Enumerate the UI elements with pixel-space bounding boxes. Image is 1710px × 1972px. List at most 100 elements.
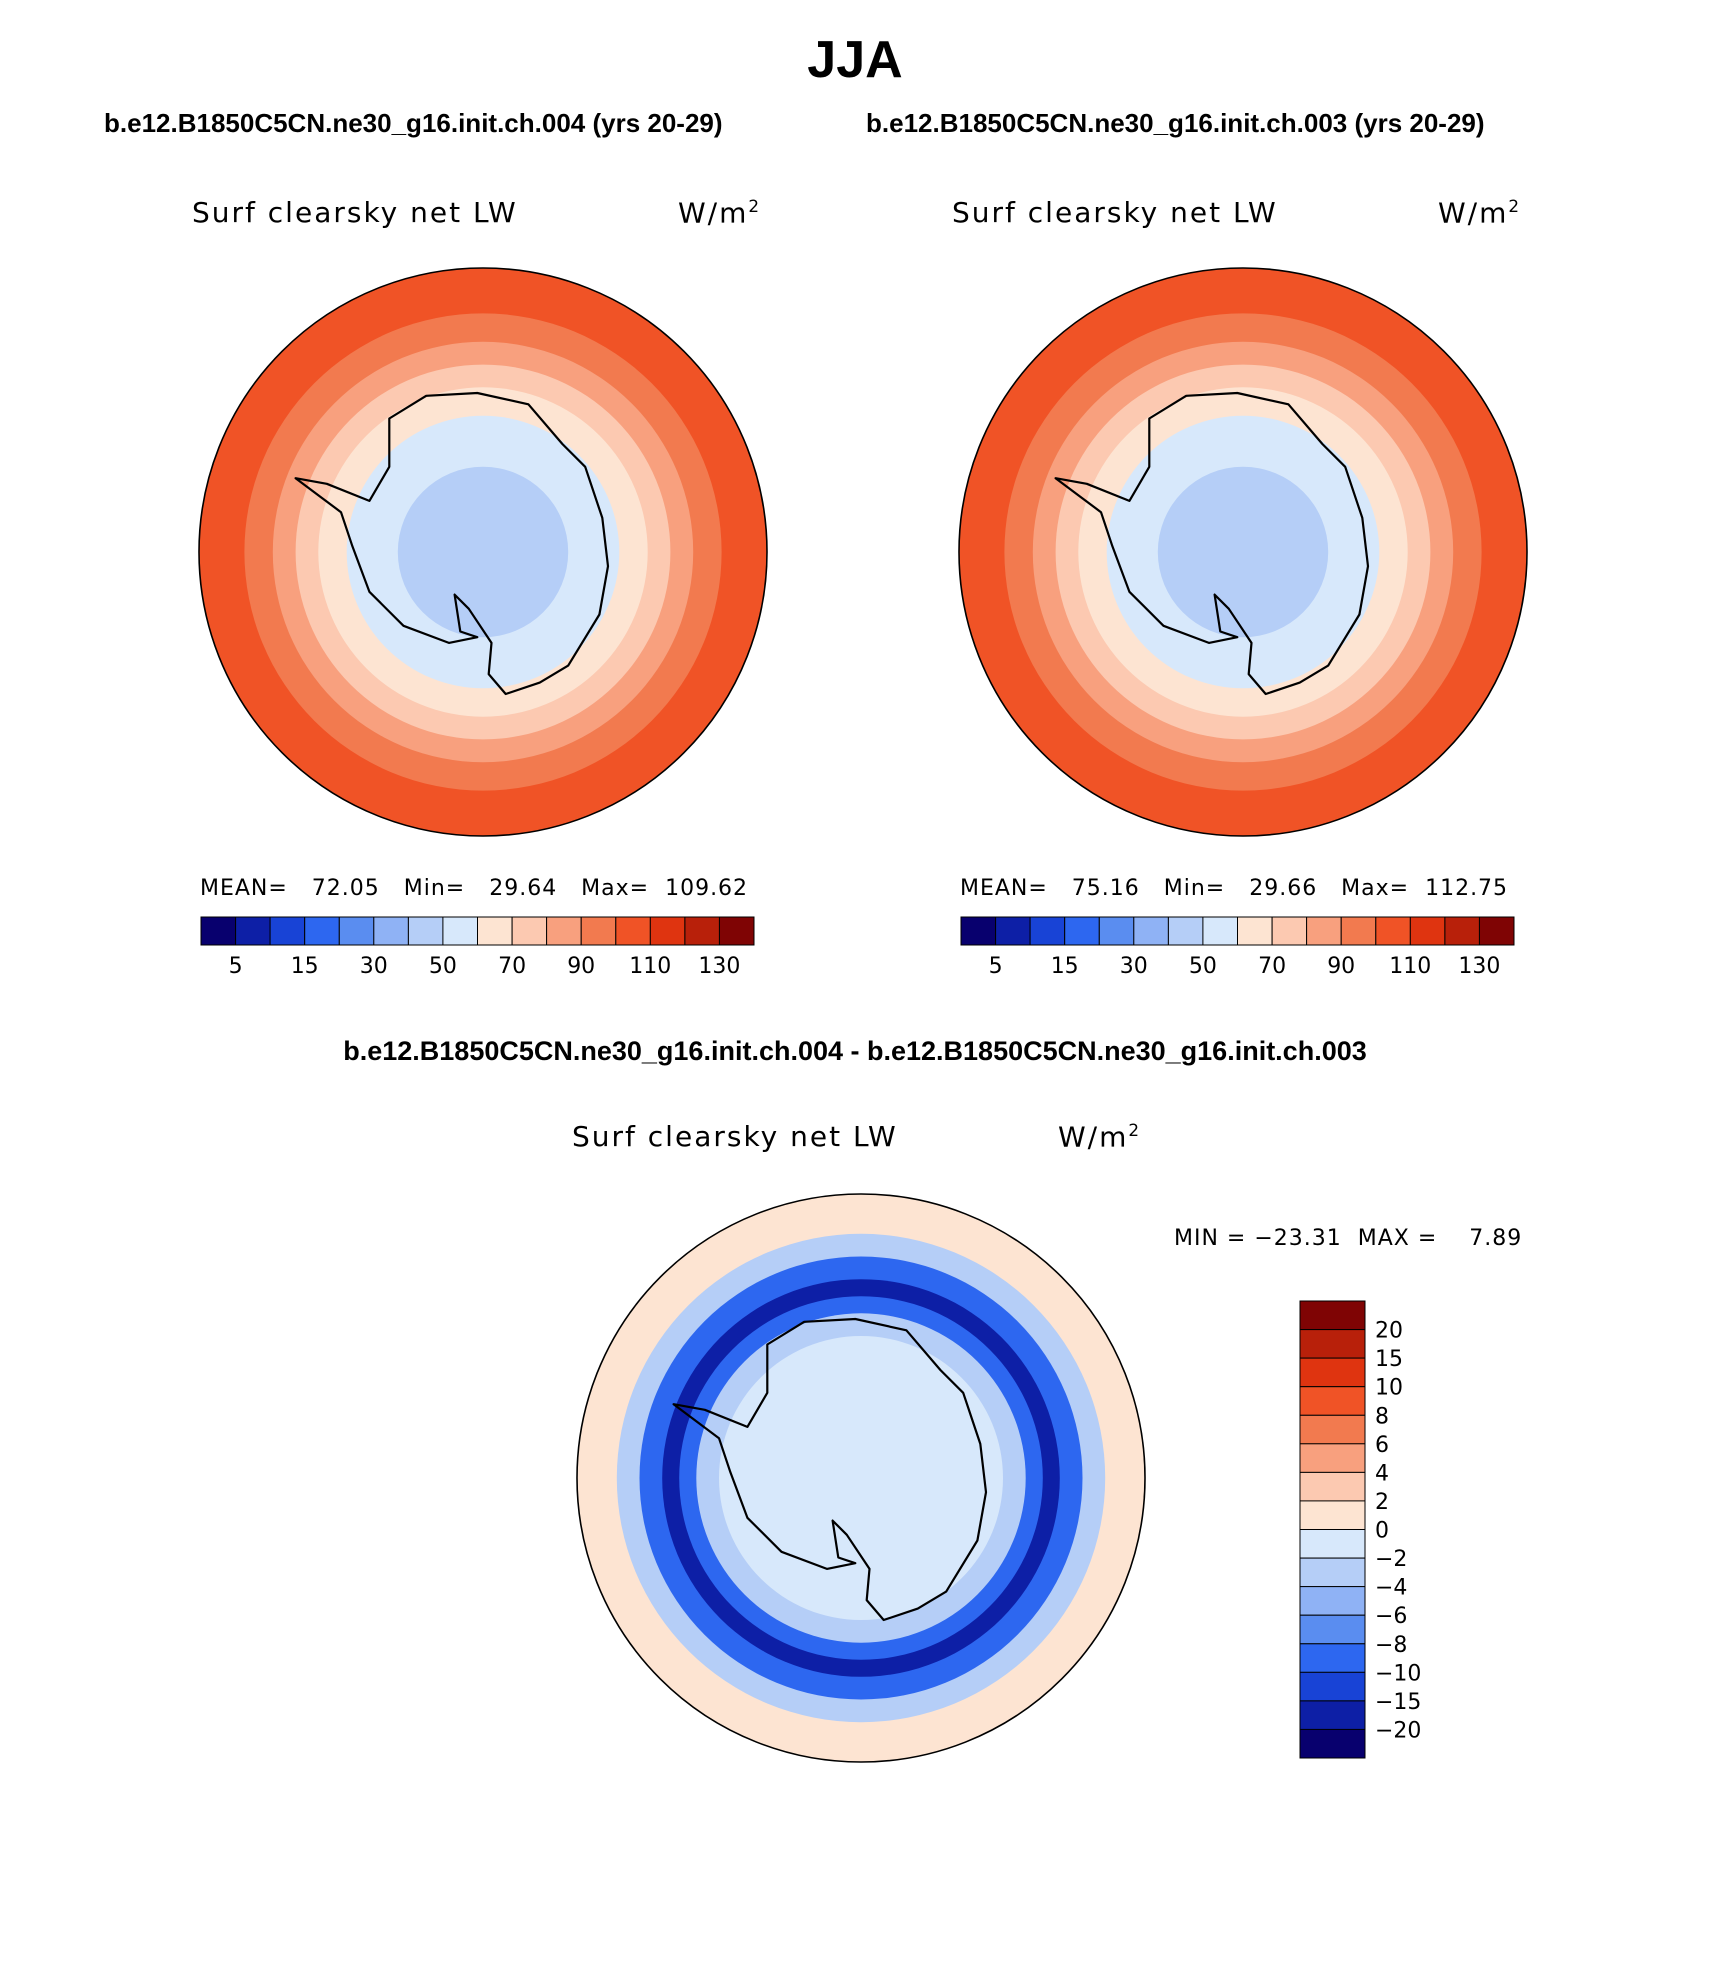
colorbar-tick-label: 4 xyxy=(1375,1461,1389,1486)
antarctica-coastline xyxy=(1054,391,1370,696)
colorbar-tick-label: −4 xyxy=(1375,1576,1407,1601)
colorbar-box xyxy=(1299,1500,1366,1531)
figure-title: JJA xyxy=(807,31,903,89)
colorbar-box xyxy=(718,916,755,946)
colorbar-tick-label: 5 xyxy=(989,954,1003,979)
colorbar-box xyxy=(1299,1614,1366,1645)
colorbar-box xyxy=(615,916,651,946)
colorbar-tick-label: 10 xyxy=(1375,1376,1403,1401)
colorbar-box xyxy=(649,916,686,946)
antarctica-coastline xyxy=(294,391,610,696)
colorbar-box xyxy=(1299,1728,1366,1759)
colorbar-box xyxy=(960,916,997,946)
antarctica-coastline xyxy=(672,1317,988,1622)
colorbar-box xyxy=(1299,1586,1366,1616)
colorbar-box xyxy=(477,916,513,946)
map-border xyxy=(576,1193,1146,1763)
colorbar-box xyxy=(442,916,478,946)
colorbar-tick-label: 6 xyxy=(1375,1433,1389,1458)
colorbar-tick-label: 8 xyxy=(1375,1404,1389,1429)
panel-3-variable: Surf clearsky net LW xyxy=(572,1120,898,1153)
colorbar-box xyxy=(546,916,582,946)
colorbar-tick-label: 130 xyxy=(1458,954,1500,979)
colorbar-box xyxy=(1444,916,1481,946)
colorbar-box xyxy=(1133,916,1169,946)
colorbar-box xyxy=(684,916,721,946)
colorbar-tick-label: 15 xyxy=(1375,1347,1403,1372)
colorbar-box xyxy=(1409,916,1446,946)
contour-band-7 xyxy=(719,1336,1003,1620)
colorbar-box xyxy=(235,916,271,946)
panel-1-stats: MEAN= 72.05 Min= 29.64 Max= 109.62 xyxy=(200,876,749,901)
colorbar-tick-label: −2 xyxy=(1375,1547,1407,1572)
colorbar-tick-label: 110 xyxy=(1389,954,1431,979)
colorbar-box xyxy=(269,916,306,946)
map-panel-3 xyxy=(576,1193,1146,1763)
panel-1-variable: Surf clearsky net LW xyxy=(192,196,518,229)
colorbar-tick-label: −6 xyxy=(1375,1604,1407,1629)
colorbar-tick-label: 30 xyxy=(360,954,388,979)
colorbar-tick-label: −8 xyxy=(1375,1633,1407,1658)
run-b-title: b.e12.B1850C5CN.ne30_g16.init.ch.003 (yr… xyxy=(866,108,1485,138)
colorbar-box xyxy=(373,916,409,946)
colorbar-tick-label: −15 xyxy=(1375,1690,1421,1715)
colorbar-tick-label: 90 xyxy=(1327,954,1355,979)
colorbar-box xyxy=(1340,916,1377,946)
colorbar-tick-label: 50 xyxy=(1189,954,1217,979)
colorbar-box xyxy=(1375,916,1411,946)
colorbar-tick-label: 5 xyxy=(229,954,243,979)
colorbar-box xyxy=(1299,1557,1366,1588)
colorbar-tick-label: 130 xyxy=(698,954,740,979)
colorbar-tick-label: −20 xyxy=(1375,1718,1421,1743)
map-panel-1 xyxy=(198,267,768,837)
panel-3-stats: MIN = −23.31 MAX = 7.89 xyxy=(1174,1226,1523,1251)
difference-title: b.e12.B1850C5CN.ne30_g16.init.ch.004 - b… xyxy=(343,1036,1367,1066)
colorbar-tick-label: 70 xyxy=(498,954,526,979)
map-panel-2 xyxy=(958,267,1528,837)
colorbar-tick-label: 15 xyxy=(291,954,319,979)
colorbar-box xyxy=(1299,1671,1366,1702)
colorbar-2: 5 15 30 50 70 90 110 130 xyxy=(960,916,1515,979)
panel-2-variable: Surf clearsky net LW xyxy=(952,196,1278,229)
colorbar-box xyxy=(1029,916,1066,946)
panel-2-units: W/m2 xyxy=(1438,196,1522,230)
colorbar-box xyxy=(200,916,237,946)
colorbar-tick-label: 0 xyxy=(1375,1519,1389,1544)
colorbar-box xyxy=(304,916,340,946)
colorbar-box xyxy=(1306,916,1342,946)
colorbar-tick-label: 90 xyxy=(567,954,595,979)
colorbar-box xyxy=(1299,1300,1366,1331)
colorbar-tick-label: −10 xyxy=(1375,1661,1421,1686)
colorbar-box xyxy=(1237,916,1273,946)
colorbar-box xyxy=(1098,916,1135,946)
map-border xyxy=(958,267,1528,837)
colorbar-box xyxy=(1478,916,1515,946)
colorbar-box xyxy=(1167,916,1204,946)
colorbar-box xyxy=(1299,1529,1366,1559)
colorbar-tick-label: 30 xyxy=(1120,954,1148,979)
map-border xyxy=(198,267,768,837)
colorbar-box xyxy=(407,916,444,946)
contour-band-7 xyxy=(397,466,569,638)
colorbar-box xyxy=(1299,1329,1366,1359)
colorbar-box xyxy=(1299,1443,1366,1473)
colorbar-box xyxy=(1202,916,1239,946)
panel-1-units: W/m2 xyxy=(678,196,762,230)
colorbar-tick-label: 2 xyxy=(1375,1490,1389,1515)
colorbar-tick-label: 110 xyxy=(629,954,671,979)
colorbar-box xyxy=(1299,1643,1366,1673)
panel-3-units: W/m2 xyxy=(1058,1120,1142,1154)
colorbar-box xyxy=(1299,1471,1366,1502)
colorbar-tick-label: 70 xyxy=(1258,954,1286,979)
colorbar-box xyxy=(338,916,375,946)
run-a-title: b.e12.B1850C5CN.ne30_g16.init.ch.004 (yr… xyxy=(104,108,723,138)
colorbar-box xyxy=(1271,916,1308,946)
colorbar-box xyxy=(995,916,1031,946)
colorbar-box xyxy=(1299,1414,1366,1445)
contour-band-7 xyxy=(1157,466,1329,638)
colorbar-box xyxy=(580,916,617,946)
colorbar-tick-label: 20 xyxy=(1375,1319,1403,1344)
colorbar-tick-label: 50 xyxy=(429,954,457,979)
